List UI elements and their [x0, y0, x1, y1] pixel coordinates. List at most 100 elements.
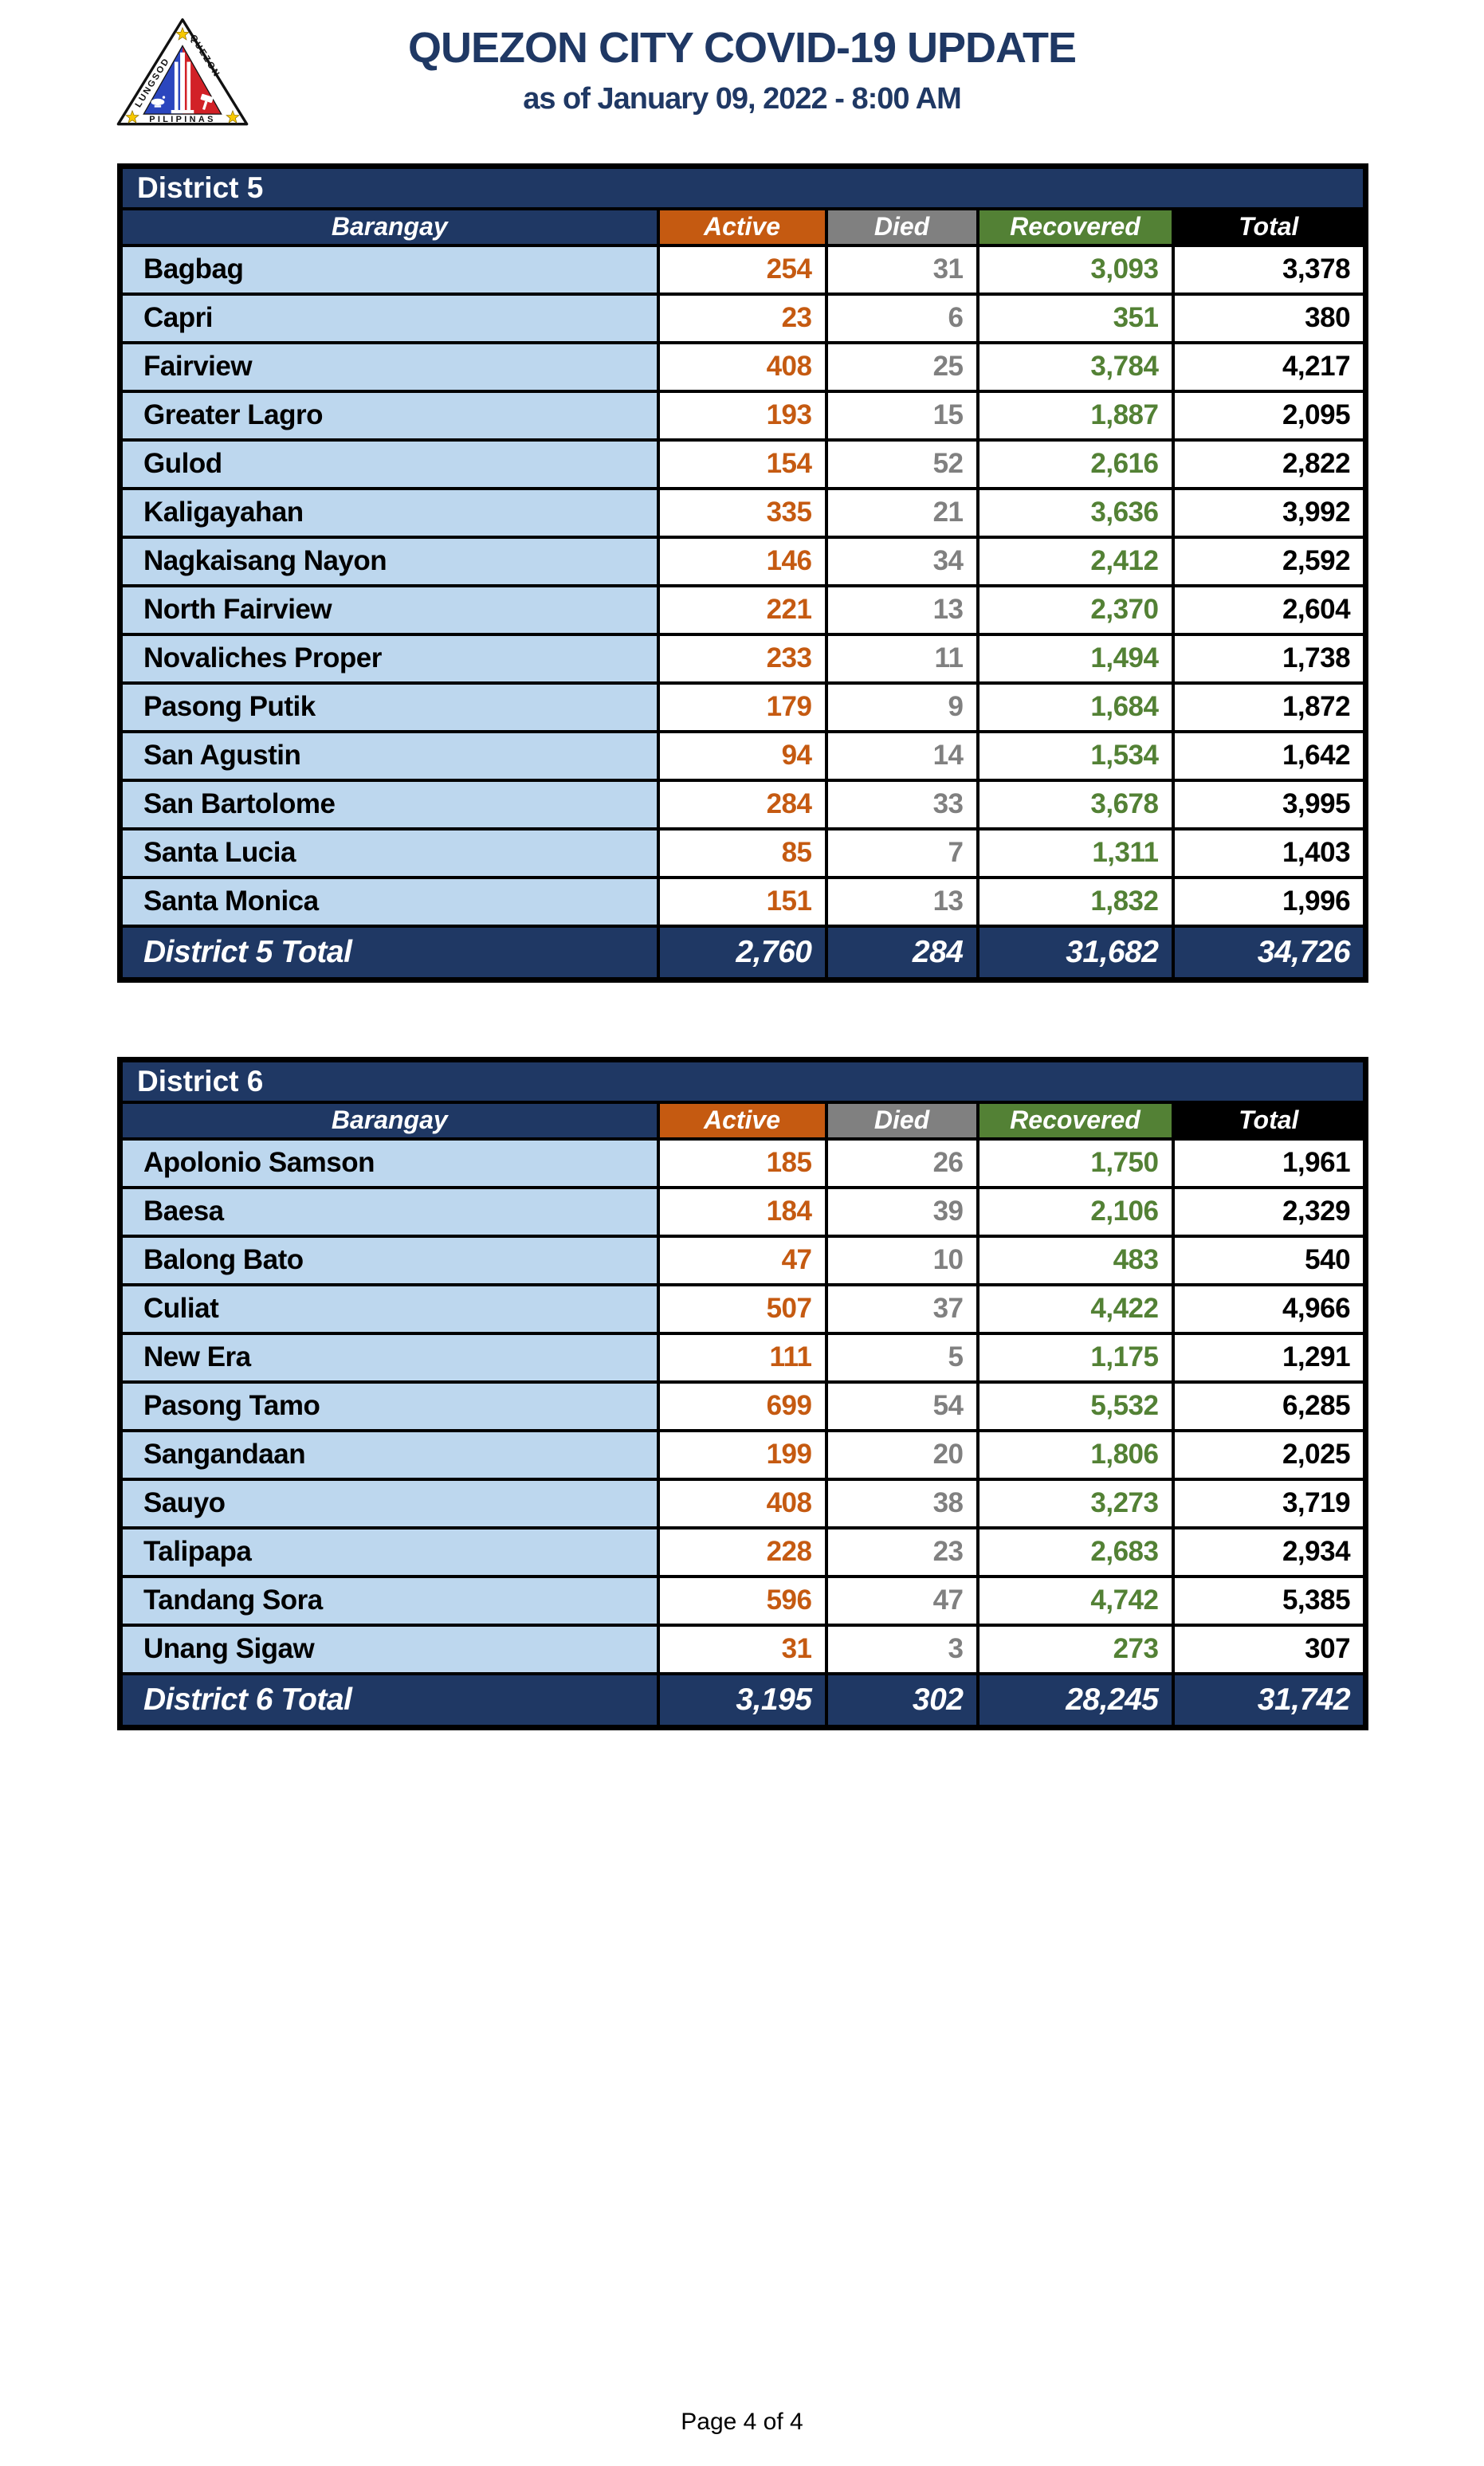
active-value-cell: 507 [656, 1282, 828, 1335]
total-value-cell: 2,604 [1171, 583, 1368, 636]
died-value-cell: 15 [824, 389, 980, 442]
seal-stars [125, 26, 240, 124]
died-value-cell: 3 [824, 1623, 980, 1675]
barangay-name-cell: San Bartolome [118, 778, 660, 831]
active-value-cell: 199 [656, 1428, 828, 1481]
recovered-value-cell: 3,636 [976, 486, 1175, 539]
died-value-cell: 13 [824, 583, 980, 636]
column-header-row: Barangay Active Died Recovered Total [118, 206, 1368, 247]
barangay-name-cell: Santa Monica [118, 875, 660, 928]
active-value-cell: 47 [656, 1234, 828, 1286]
recovered-value-cell: 1,832 [976, 875, 1175, 928]
table-row: North Fairview 221 13 2,370 2,604 [118, 583, 1368, 636]
active-value-cell: 85 [656, 827, 828, 879]
recovered-value-cell: 1,534 [976, 729, 1175, 782]
barangay-name-cell: Bagbag [118, 243, 660, 296]
recovered-value-cell: 3,678 [976, 778, 1175, 831]
total-value-cell: 1,291 [1171, 1331, 1368, 1384]
died-value-cell: 23 [824, 1526, 980, 1578]
recovered-value-cell: 3,273 [976, 1477, 1175, 1529]
died-value-cell: 20 [824, 1428, 980, 1481]
barangay-name-cell: San Agustin [118, 729, 660, 782]
table-row: San Bartolome 284 33 3,678 3,995 [118, 778, 1368, 831]
recovered-value-cell: 5,532 [976, 1380, 1175, 1432]
died-value-cell: 31 [824, 243, 980, 296]
gavel-icon [200, 93, 214, 110]
district-total-row: District 5 Total 2,760 284 31,682 34,726 [118, 924, 1368, 982]
district-5-table: District 5 Barangay Active Died Recovere… [117, 163, 1369, 983]
active-value-cell: 23 [656, 292, 828, 344]
died-value-cell: 21 [824, 486, 980, 539]
recovered-value-cell: 1,887 [976, 389, 1175, 442]
total-value-cell: 307 [1171, 1623, 1368, 1675]
died-value-cell: 7 [824, 827, 980, 879]
recovered-value-cell: 1,311 [976, 827, 1175, 879]
active-value-cell: 184 [656, 1185, 828, 1238]
active-value-cell: 185 [656, 1137, 828, 1189]
died-value-cell: 38 [824, 1477, 980, 1529]
died-value-cell: 5 [824, 1331, 980, 1384]
table-row: Sangandaan 199 20 1,806 2,025 [118, 1428, 1368, 1481]
table-row: Santa Monica 151 13 1,832 1,996 [118, 875, 1368, 928]
total-value-cell: 3,992 [1171, 486, 1368, 539]
district-total-active: 3,195 [656, 1671, 828, 1730]
recovered-value-cell: 2,412 [976, 535, 1175, 587]
total-value-cell: 4,217 [1171, 340, 1368, 393]
monument-icon [171, 52, 194, 114]
died-value-cell: 6 [824, 292, 980, 344]
table-row: Sauyo 408 38 3,273 3,719 [118, 1477, 1368, 1529]
barangay-name-cell: New Era [118, 1331, 660, 1384]
district-total-died: 284 [824, 924, 980, 982]
total-value-cell: 4,966 [1171, 1282, 1368, 1335]
barangay-name-cell: Culiat [118, 1282, 660, 1335]
table-row: Unang Sigaw 31 3 273 307 [118, 1623, 1368, 1675]
total-value-cell: 2,934 [1171, 1526, 1368, 1578]
barangay-name-cell: Sauyo [118, 1477, 660, 1529]
table-row: Tandang Sora 596 47 4,742 5,385 [118, 1574, 1368, 1627]
table-row: Culiat 507 37 4,422 4,966 [118, 1282, 1368, 1335]
total-value-cell: 1,738 [1171, 632, 1368, 685]
district-total-recovered: 31,682 [976, 924, 1175, 982]
recovered-value-cell: 2,370 [976, 583, 1175, 636]
district-total-label: District 5 Total [118, 924, 660, 982]
died-value-cell: 26 [824, 1137, 980, 1189]
table-row: Santa Lucia 85 7 1,311 1,403 [118, 827, 1368, 879]
active-value-cell: 193 [656, 389, 828, 442]
barangay-name-cell: Tandang Sora [118, 1574, 660, 1627]
died-value-cell: 34 [824, 535, 980, 587]
died-value-cell: 39 [824, 1185, 980, 1238]
died-value-cell: 33 [824, 778, 980, 831]
table-row: Novaliches Proper 233 11 1,494 1,738 [118, 632, 1368, 685]
seal-text-pilipinas: PILIPINAS [149, 115, 216, 124]
barangay-name-cell: Fairview [118, 340, 660, 393]
barangay-name-cell: Baesa [118, 1185, 660, 1238]
district-total-label: District 6 Total [118, 1671, 660, 1730]
district-header-row: District 6 [118, 1058, 1368, 1104]
district-title: District 5 [118, 164, 1368, 210]
table-row: San Agustin 94 14 1,534 1,642 [118, 729, 1368, 782]
district-total-total: 31,742 [1171, 1671, 1368, 1730]
table-row: Pasong Putik 179 9 1,684 1,872 [118, 681, 1368, 733]
table-row: Nagkaisang Nayon 146 34 2,412 2,592 [118, 535, 1368, 587]
recovered-value-cell: 1,806 [976, 1428, 1175, 1481]
died-value-cell: 25 [824, 340, 980, 393]
total-value-cell: 3,378 [1171, 243, 1368, 296]
column-header-active: Active [656, 206, 828, 247]
table-row: Kaligayahan 335 21 3,636 3,992 [118, 486, 1368, 539]
district-total-total: 34,726 [1171, 924, 1368, 982]
table-row: Talipapa 228 23 2,683 2,934 [118, 1526, 1368, 1578]
barangay-name-cell: Pasong Tamo [118, 1380, 660, 1432]
total-value-cell: 2,095 [1171, 389, 1368, 442]
district-title: District 6 [118, 1058, 1368, 1104]
table-row: Apolonio Samson 185 26 1,750 1,961 [118, 1137, 1368, 1189]
recovered-value-cell: 351 [976, 292, 1175, 344]
died-value-cell: 11 [824, 632, 980, 685]
table-row: Fairview 408 25 3,784 4,217 [118, 340, 1368, 393]
column-header-barangay: Barangay [118, 206, 660, 247]
active-value-cell: 254 [656, 243, 828, 296]
active-value-cell: 179 [656, 681, 828, 733]
column-header-barangay: Barangay [118, 1100, 660, 1141]
column-header-total: Total [1171, 206, 1368, 247]
district-total-recovered: 28,245 [976, 1671, 1175, 1730]
recovered-value-cell: 2,106 [976, 1185, 1175, 1238]
